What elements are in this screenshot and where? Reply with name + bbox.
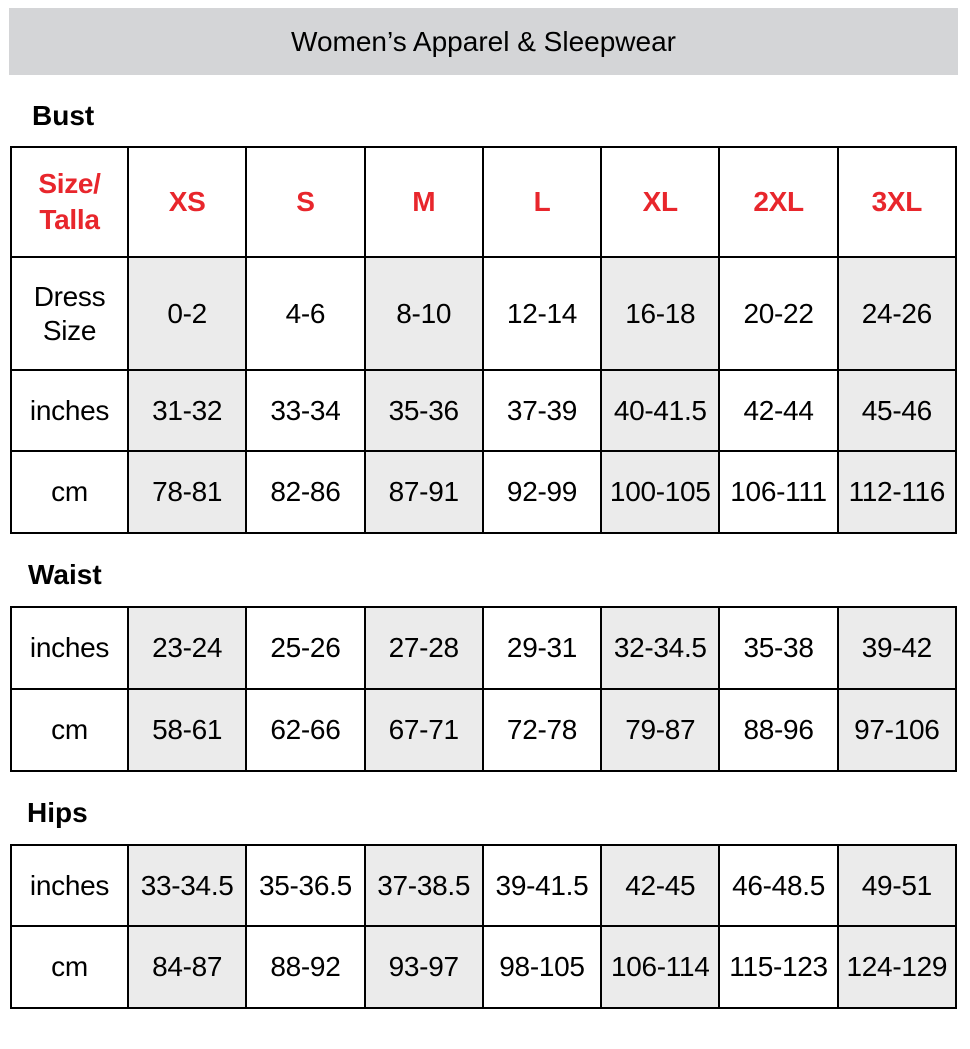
measurement-cell-2xl: 35-38: [718, 606, 839, 690]
measurement-cell-l: 12-14: [481, 256, 603, 371]
measurement-cell-m: 8-10: [363, 256, 484, 371]
measurement-cell-xs: 58-61: [126, 688, 248, 772]
section-label-bust: Bust: [32, 100, 95, 131]
section-label-waist: Waist: [28, 559, 102, 590]
measurement-cell-l: 37-39: [481, 369, 603, 452]
measurement-cell-xs: 84-87: [126, 925, 248, 1009]
measurement-cell-xs: 31-32: [126, 369, 248, 452]
row-label: inches: [10, 606, 129, 690]
measurement-cell-l: 39-41.5: [481, 844, 603, 927]
measurement-cell-xl: 79-87: [600, 688, 721, 772]
size-header-xs: XS: [126, 146, 248, 258]
row-label: inches: [10, 844, 129, 927]
row-label: inches: [10, 369, 129, 452]
measurement-cell-2xl: 88-96: [718, 688, 839, 772]
measurement-cell-xl: 16-18: [600, 256, 721, 371]
measurement-cell-m: 27-28: [363, 606, 484, 690]
measurement-cell-l: 92-99: [481, 450, 603, 534]
measurement-cell-xl: 32-34.5: [600, 606, 721, 690]
measurement-cell-2xl: 42-44: [718, 369, 839, 452]
measurement-cell-xs: 23-24: [126, 606, 248, 690]
size-header-row: Size/Talla XS S M L XL 2XL 3XL: [10, 146, 958, 258]
size-header-2xl: 2XL: [718, 146, 839, 258]
size-header-l: L: [481, 146, 603, 258]
table-row: inches 23-24 25-26 27-28 29-31 32-34.5 35-38 39…: [10, 606, 958, 690]
measurement-cell-s: 25-26: [245, 606, 366, 690]
section-label-hips: Hips: [27, 797, 88, 828]
measurement-cell-l: 72-78: [481, 688, 603, 772]
measurement-cell-3xl: 24-26: [836, 256, 958, 371]
measurement-cell-3xl: 124-129: [836, 925, 958, 1009]
row-label: cm: [10, 925, 129, 1009]
size-header-s: S: [245, 146, 366, 258]
row-label: cm: [10, 688, 129, 772]
size-header-m: M: [363, 146, 484, 258]
measurement-cell-m: 93-97: [363, 925, 484, 1009]
measurement-cell-s: 82-86: [245, 450, 366, 534]
measurement-cell-3xl: 39-42: [836, 606, 958, 690]
measurement-cell-2xl: 115-123: [718, 925, 839, 1009]
size-header-xl: XL: [600, 146, 721, 258]
table-row: inches 31-32 33-34 35-36 37-39 40-41.5 42-44 45…: [10, 369, 958, 452]
measurement-cell-3xl: 112-116: [836, 450, 958, 534]
measurement-cell-m: 35-36: [363, 369, 484, 452]
measurement-cell-2xl: 106-111: [718, 450, 839, 534]
measurement-cell-xs: 33-34.5: [126, 844, 248, 927]
measurement-cell-m: 37-38.5: [363, 844, 484, 927]
waist-table: inches 23-24 25-26 27-28 29-31 32-34.5 35-38 39…: [10, 606, 958, 772]
measurement-cell-s: 35-36.5: [245, 844, 366, 927]
table-row: cm 84-87 88-92 93-97 98-105 106-114 115-123 124…: [10, 925, 958, 1009]
size-header-3xl: 3XL: [836, 146, 958, 258]
measurement-cell-3xl: 45-46: [836, 369, 958, 452]
measurement-cell-2xl: 46-48.5: [718, 844, 839, 927]
measurement-cell-l: 29-31: [481, 606, 603, 690]
measurement-cell-s: 4-6: [245, 256, 366, 371]
measurement-cell-l: 98-105: [481, 925, 603, 1009]
size-header-label: Size/Talla: [10, 146, 129, 258]
measurement-cell-m: 67-71: [363, 688, 484, 772]
table-row: inches 33-34.5 35-36.5 37-38.5 39-41.5 42-45 4…: [10, 844, 958, 927]
measurement-cell-m: 87-91: [363, 450, 484, 534]
chart-title-bar: Women’s Apparel & Sleepwear: [9, 8, 958, 75]
chart-title: Women’s Apparel & Sleepwear: [291, 25, 676, 57]
table-row: Dress Size 0-2 4-6 8-10 12-14 16-18 20-22 24-26: [10, 256, 958, 371]
measurement-cell-xl: 100-105: [600, 450, 721, 534]
table-row: cm 58-61 62-66 67-71 72-78 79-87 88-96 97-106: [10, 688, 958, 772]
measurement-cell-xl: 40-41.5: [600, 369, 721, 452]
measurement-cell-3xl: 49-51: [836, 844, 958, 927]
measurement-cell-s: 33-34: [245, 369, 366, 452]
row-label: Dress Size: [10, 256, 129, 371]
measurement-cell-xl: 42-45: [600, 844, 721, 927]
measurement-cell-xl: 106-114: [600, 925, 721, 1009]
hips-table: inches 33-34.5 35-36.5 37-38.5 39-41.5 42-45 4…: [10, 844, 958, 1009]
row-label: cm: [10, 450, 129, 534]
measurement-cell-s: 62-66: [245, 688, 366, 772]
bust-table: Size/Talla XS S M L XL 2XL 3XL Dress Size 0-2 4-6 8-…: [10, 146, 958, 534]
measurement-cell-xs: 0-2: [126, 256, 248, 371]
measurement-cell-3xl: 97-106: [836, 688, 958, 772]
table-row: cm 78-81 82-86 87-91 92-99 100-105 106-111 112-…: [10, 450, 958, 534]
measurement-cell-s: 88-92: [245, 925, 366, 1009]
measurement-cell-xs: 78-81: [126, 450, 248, 534]
measurement-cell-2xl: 20-22: [718, 256, 839, 371]
